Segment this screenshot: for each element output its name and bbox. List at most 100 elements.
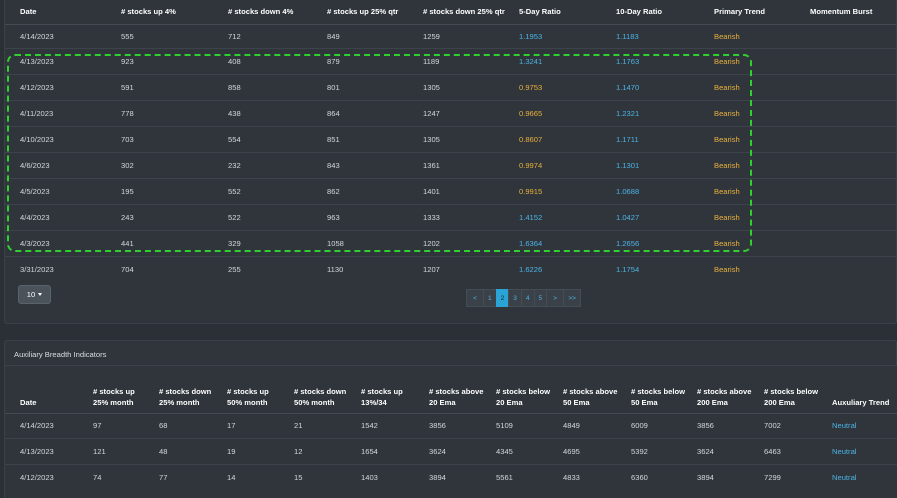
cell-down4: 438 [228,99,327,126]
cell-down4: 329 [228,229,327,256]
cell-ratio5: 0.9665 [519,99,616,126]
cell-primary-trend: Bearish [714,229,810,256]
aux-cell-value: 48 [159,438,227,464]
cell-momentum-burst [810,125,897,152]
cell-down25q: 1189 [423,47,519,74]
cell-ratio10: 1.1754 [616,255,714,282]
aux-cell-value: 5392 [631,438,697,464]
cell-down25q: 1207 [423,255,519,282]
cell-primary-trend: Bearish [714,47,810,74]
aux-col-header[interactable]: # stocks up 25% month [93,379,159,414]
aux-cell-value: 19 [227,438,294,464]
aux-col-header[interactable]: # stocks down 25% month [159,379,227,414]
aux-cell-value: 3856 [429,421,446,431]
auxiliary-header-row: Date # stocks up 25% month # stocks down 25%… [5,379,897,414]
cell-ratio10: 1.1183 [616,31,639,41]
cell-date: 3/31/2023 [5,255,121,282]
aux-col-header-line: 20 Ema [496,397,523,407]
aux-cell-value: 17 [227,421,236,431]
pagination-page-5[interactable]: 5 [533,289,548,307]
aux-cell-value: 15 [294,463,361,490]
pagination-next-button[interactable]: > [546,289,565,307]
col-header-primary-trend[interactable]: Primary Trend [714,0,810,25]
cell-ratio10: 1.2321 [616,99,714,126]
cell-ratio10: 1.0688 [616,177,714,204]
cell-date: 4/4/2023 [5,203,121,230]
caret-down-icon [38,293,43,296]
cell-down25q: 1305 [423,125,519,152]
col-header-ratio10[interactable]: 10-Day Ratio [616,0,714,25]
cell-momentum-burst [810,99,897,126]
aux-col-header-line: 20 Ema [429,397,456,407]
cell-up4: 555 [121,31,134,41]
aux-col-header[interactable]: # stocks below 200 Ema [764,379,832,414]
cell-down4: 554 [228,125,327,152]
pagination-page-2[interactable]: 2 [495,289,510,307]
table-row: 4/13/2023 121 48 19 12 1654 3624 4345 4695 5392 36… [5,438,897,464]
aux-col-header-line: 13%/34 [361,397,387,407]
col-header-ratio5[interactable]: 5-Day Ratio [519,0,616,25]
cell-primary-trend: Bearish [714,203,810,230]
pagination-last-button[interactable]: >> [563,289,582,307]
aux-col-header-line: 200 Ema [697,397,728,407]
aux-col-header[interactable]: Date [5,379,93,414]
cell-up4: 243 [121,203,228,230]
cell-ratio10: 1.0427 [616,203,714,230]
aux-col-header[interactable]: Auxuliary Trend [832,379,897,414]
page-size-select[interactable]: 10 [18,285,51,304]
pagination-page-3[interactable]: 3 [508,289,522,307]
pagination-prev-button[interactable]: < [466,289,484,307]
cell-down4: 712 [228,31,241,41]
cell-down25q: 1305 [423,73,519,100]
cell-primary-trend: Bearish [714,125,810,152]
cell-momentum-burst [810,229,897,256]
aux-cell-value: 21 [294,421,303,431]
table-row: 4/11/2023 778 438 864 1247 0.9665 1.2321 Bearis… [5,99,897,126]
cell-momentum-burst [810,151,897,178]
pagination-page-4[interactable]: 4 [520,289,535,307]
cell-up25q: 1058 [327,229,423,256]
cell-date: 4/12/2023 [5,73,121,100]
cell-ratio5: 1.1953 [519,31,543,41]
aux-col-header[interactable]: # stocks up 13%/34 [361,379,429,414]
cell-up4: 302 [121,151,228,178]
aux-col-header[interactable]: # stocks above 200 Ema [697,379,764,414]
aux-cell-trend: Neutral [832,421,857,431]
aux-col-header[interactable]: # stocks down 50% month [294,379,361,414]
aux-col-header[interactable]: # stocks above 50 Ema [563,379,631,414]
col-header-down4[interactable]: # stocks down 4% [228,0,327,25]
cell-date: 4/11/2023 [5,99,121,126]
aux-col-header-line: 50% month [227,397,268,407]
col-header-date[interactable]: Date [5,0,121,25]
aux-cell-value: 6360 [631,463,697,490]
aux-cell-value: 1654 [361,438,429,464]
cell-primary-trend: Bearish [714,31,740,41]
cell-momentum-burst [810,203,897,230]
cell-down4: 522 [228,203,327,230]
aux-cell-value: 1542 [361,421,378,431]
cell-ratio5: 1.4152 [519,203,616,230]
aux-col-header[interactable]: # stocks above 20 Ema [429,379,496,414]
aux-col-header[interactable]: # stocks up 50% month [227,379,294,414]
aux-col-header-line: # stocks below [764,386,819,396]
aux-cell-value: 77 [159,463,227,490]
cell-up4: 923 [121,47,228,74]
cell-ratio10: 1.1763 [616,47,714,74]
market-breadth-table: Date # stocks up 4% # stocks down 4% # s… [5,0,897,282]
cell-down4: 408 [228,47,327,74]
pagination-page-1[interactable]: 1 [483,289,497,307]
aux-cell-value: 4833 [563,463,631,490]
col-header-up25q[interactable]: # stocks up 25% qtr [327,0,423,25]
table-row: 4/6/2023 302 232 843 1361 0.9974 1.1301 Bearish [5,151,897,178]
col-header-down25q[interactable]: # stocks down 25% qtr [423,0,519,25]
aux-col-header[interactable]: # stocks below 20 Ema [496,379,563,414]
col-header-momentum-burst[interactable]: Momentum Burst [810,0,897,25]
market-breadth-panel: Date # stocks up 4% # stocks down 4% # s… [4,0,897,324]
breadth-header-row: Date # stocks up 4% # stocks down 4% # s… [5,0,897,25]
aux-cell-value: 3624 [697,438,764,464]
aux-cell-value: 68 [159,421,168,431]
aux-col-header-line: 50 Ema [631,397,658,407]
aux-col-header[interactable]: # stocks below 50 Ema [631,379,697,414]
cell-date: 4/14/2023 [20,31,54,41]
col-header-up4[interactable]: # stocks up 4% [121,0,228,25]
